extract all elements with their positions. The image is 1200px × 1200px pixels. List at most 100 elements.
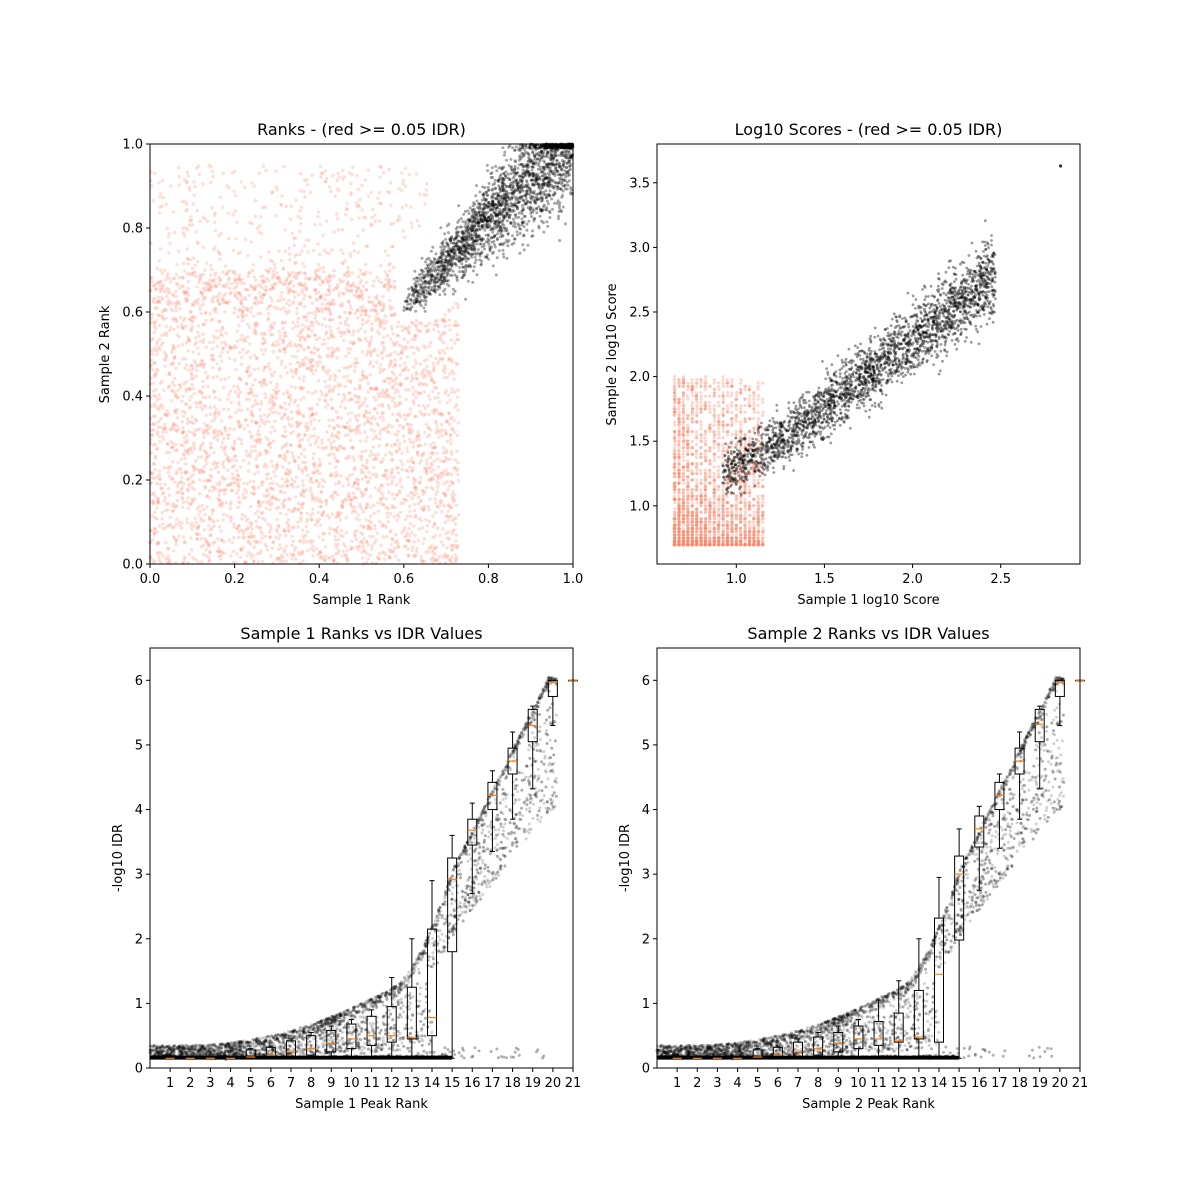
fail-point bbox=[437, 400, 442, 404]
fail-point bbox=[406, 469, 410, 474]
fail-point bbox=[440, 428, 444, 432]
fail-point bbox=[207, 517, 211, 521]
fail-point bbox=[200, 503, 204, 508]
fail-point bbox=[237, 273, 242, 277]
fail-point bbox=[451, 371, 456, 376]
fail-point bbox=[277, 454, 282, 458]
fail-point bbox=[305, 529, 310, 534]
fail-point bbox=[317, 275, 322, 280]
fail-point bbox=[229, 500, 233, 504]
fail-point bbox=[160, 379, 164, 384]
fail-point bbox=[392, 312, 397, 316]
fail-point bbox=[196, 363, 201, 368]
fail-point bbox=[202, 519, 206, 523]
fail-point bbox=[273, 474, 278, 478]
fail-point bbox=[357, 396, 361, 401]
fail-point bbox=[400, 345, 404, 349]
pass-point bbox=[518, 226, 521, 230]
fail-point bbox=[382, 347, 387, 352]
fail-point bbox=[208, 288, 213, 293]
fail-point bbox=[199, 304, 203, 308]
fail-point bbox=[269, 459, 274, 463]
fail-point bbox=[151, 284, 155, 288]
fail-point bbox=[324, 399, 328, 403]
fail-point bbox=[306, 390, 310, 394]
fail-point bbox=[412, 351, 416, 355]
fail-point bbox=[180, 485, 185, 490]
fail-point bbox=[300, 283, 304, 288]
fail-point bbox=[245, 369, 249, 373]
fail-point bbox=[418, 410, 422, 414]
fail-point bbox=[422, 193, 426, 197]
fail-point bbox=[377, 444, 381, 448]
fail-point bbox=[278, 278, 282, 283]
fail-point bbox=[348, 498, 352, 502]
fail-point bbox=[277, 249, 281, 254]
fail-point bbox=[283, 412, 287, 416]
fail-point bbox=[277, 454, 282, 458]
fail-point bbox=[382, 170, 386, 175]
fail-point bbox=[287, 402, 292, 406]
fail-point bbox=[256, 465, 260, 469]
fail-point bbox=[318, 253, 322, 257]
fail-point bbox=[342, 447, 347, 451]
fail-point bbox=[346, 412, 350, 416]
fail-point bbox=[156, 300, 160, 304]
fail-point bbox=[236, 474, 240, 478]
fail-point bbox=[210, 511, 215, 516]
fail-point bbox=[219, 231, 223, 236]
fail-point bbox=[186, 262, 190, 266]
fail-point bbox=[180, 275, 184, 280]
fail-point bbox=[314, 478, 319, 483]
fail-point bbox=[339, 445, 343, 449]
fail-point bbox=[456, 395, 460, 399]
fail-point bbox=[455, 449, 459, 453]
fail-point bbox=[195, 240, 200, 244]
fail-point bbox=[413, 415, 417, 419]
fail-point bbox=[369, 514, 373, 519]
fail-point bbox=[281, 266, 286, 270]
fail-point bbox=[175, 538, 179, 542]
fail-point bbox=[172, 549, 176, 553]
fail-point bbox=[309, 434, 313, 439]
fail-point bbox=[429, 557, 433, 561]
fail-point bbox=[379, 351, 384, 356]
fail-point bbox=[371, 535, 375, 539]
fail-point bbox=[284, 301, 289, 306]
fail-point bbox=[367, 295, 371, 299]
pass-point bbox=[503, 150, 507, 154]
fail-point bbox=[230, 458, 235, 462]
fail-point bbox=[172, 525, 176, 529]
fail-point bbox=[306, 250, 310, 254]
fail-point bbox=[243, 336, 247, 340]
fail-point bbox=[190, 527, 194, 531]
fail-point bbox=[341, 392, 346, 397]
fail-point bbox=[447, 307, 451, 312]
fail-point bbox=[388, 298, 392, 303]
fail-point bbox=[368, 505, 373, 509]
fail-point bbox=[284, 544, 288, 548]
fail-point bbox=[150, 184, 154, 188]
fail-point bbox=[218, 257, 222, 262]
fail-point bbox=[414, 488, 418, 493]
fail-point bbox=[166, 235, 171, 239]
fail-point bbox=[153, 516, 157, 520]
fail-point bbox=[153, 171, 157, 175]
fail-point bbox=[217, 410, 221, 414]
fail-point bbox=[298, 209, 302, 213]
fail-point bbox=[367, 319, 371, 323]
fail-point bbox=[158, 195, 162, 199]
fail-point bbox=[191, 386, 196, 391]
fail-point bbox=[189, 420, 193, 424]
fail-point bbox=[289, 552, 293, 556]
fail-point bbox=[247, 461, 251, 465]
fail-point bbox=[191, 473, 195, 477]
fail-point bbox=[335, 285, 339, 289]
fail-point bbox=[157, 541, 161, 545]
fail-point bbox=[183, 402, 188, 406]
fail-point bbox=[389, 549, 394, 554]
fail-point bbox=[398, 510, 402, 514]
fail-point bbox=[201, 365, 206, 370]
fail-point bbox=[343, 385, 347, 389]
fail-point bbox=[170, 399, 174, 403]
